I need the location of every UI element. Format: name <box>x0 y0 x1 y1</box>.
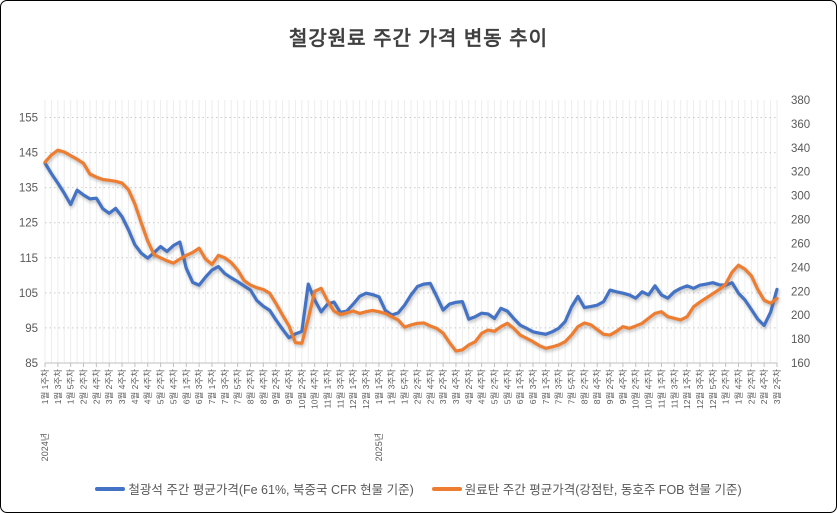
legend-entry-coking-coal: 원료탄 주간 평균가격(강점탄, 동호주 FOB 현물 기준) <box>431 479 742 498</box>
right-axis-tick-label: 220 <box>791 286 810 298</box>
x-axis-week-label: 5월 4주차 <box>168 369 178 404</box>
x-axis-week-label: 7월 3주차 <box>554 369 564 404</box>
x-axis-week-label: 4월 4주차 <box>477 369 487 404</box>
left-axis-tick-label: 115 <box>20 253 38 265</box>
x-axis-week-label: 12월 3주차 <box>695 369 705 409</box>
right-axis-tick-label: 300 <box>791 191 810 203</box>
x-axis-week-label: 6월 1주차 <box>515 369 525 404</box>
chart-legend: 철광석 주간 평균가격(Fe 61%, 북중국 CFR 현물 기준) 원료탄 주… <box>0 479 837 498</box>
coking-coal-legend-label: 원료탄 주간 평균가격(강점탄, 동호주 FOB 현물 기준) <box>464 483 742 497</box>
x-axis-week-label: 1월 4주차 <box>733 369 743 404</box>
x-axis-week-label: 9월 4주차 <box>284 369 294 404</box>
x-axis-year-label: 2024년 <box>40 433 50 461</box>
x-axis-week-label: 8월 4주차 <box>592 369 602 404</box>
x-axis-week-label: 4월 2주차 <box>130 369 140 404</box>
right-axis-tick-label: 380 <box>791 95 810 107</box>
left-axis-tick-label: 125 <box>19 218 38 230</box>
x-axis-week-label: 12월 3주차 <box>361 369 371 409</box>
x-axis-week-label: 1월 3주차 <box>387 369 397 404</box>
x-axis-week-label: 1월 5주차 <box>66 369 76 404</box>
x-axis-week-label: 10월 2주차 <box>297 369 307 409</box>
left-axis-tick-label: 95 <box>25 323 38 335</box>
x-axis-week-label: 2월 2주차 <box>746 369 756 404</box>
x-axis-week-label: 7월 1주차 <box>207 369 217 404</box>
x-axis-week-label: 5월 2주차 <box>489 369 499 404</box>
coking-coal-price-line <box>43 148 779 353</box>
price-trend-chart: 85 95 105 115 125 135 145 155 160 180 200 220 240 260… <box>19 95 810 461</box>
x-axis-week-label: 3월 2주차 <box>104 369 114 404</box>
right-axis-tick-label: 200 <box>791 310 810 322</box>
x-axis-week-label: 3월 2주차 <box>772 369 782 404</box>
x-axis-week-label: 2월 4주차 <box>425 369 435 404</box>
x-axis-week-label: 1월 1주차 <box>374 369 384 404</box>
x-axis-week-label: 1월 3주차 <box>53 369 63 404</box>
x-axis-week-label: 2월 2주차 <box>412 369 422 404</box>
iron-ore-line-swatch <box>95 486 126 491</box>
x-axis-week-label: 12월 5주차 <box>708 369 718 409</box>
x-axis-week-label: 4월 2주차 <box>464 369 474 404</box>
x-axis-week-label: 9월 2주차 <box>605 369 615 404</box>
x-axis-week-label: 6월 3주차 <box>528 369 538 404</box>
right-axis-tick-label: 180 <box>791 334 810 346</box>
x-axis-week-label: 1월 1주차 <box>40 369 50 404</box>
x-axis-week-label: 2월 4주차 <box>91 369 101 404</box>
right-axis-tick-label: 320 <box>791 167 810 179</box>
coking-coal-line-swatch <box>431 486 462 491</box>
x-axis-week-label: 9월 4주차 <box>618 369 628 404</box>
chart-title: 철강원료 주간 가격 변동 추이 <box>288 28 549 50</box>
x-axis-week-label: 6월 1주차 <box>181 369 191 404</box>
left-axis-tick-label: 85 <box>25 358 38 370</box>
left-axis-tick-label: 105 <box>19 288 38 300</box>
x-axis-week-label: 7월 1주차 <box>541 369 551 404</box>
x-axis-week-label: 2월 4주차 <box>759 369 769 404</box>
x-axis-week-label: 8월 2주차 <box>579 369 589 404</box>
x-axis-week-label: 11월 3주차 <box>669 369 679 409</box>
iron-ore-price-line <box>43 161 779 340</box>
x-axis-week-label: 7월 5주차 <box>567 369 577 404</box>
x-axis-week-label: 9월 2주차 <box>271 369 281 404</box>
x-axis-week-label: 3월 4주차 <box>451 369 461 404</box>
iron-ore-legend-label: 철광석 주간 평균가격(Fe 61%, 북중국 CFR 현물 기준) <box>128 483 414 497</box>
x-axis-week-label: 1월 2주차 <box>721 369 731 404</box>
x-axis-week-label: 6월 3주차 <box>194 369 204 404</box>
x-axis-week-label: 3월 2주차 <box>438 369 448 404</box>
x-axis-week-label: 5월 4주차 <box>502 369 512 404</box>
x-axis-week-label: 12월 1주차 <box>348 369 358 409</box>
x-axis-week-label: 8월 4주차 <box>258 369 268 404</box>
x-axis-week-label: 3월 4주차 <box>117 369 127 404</box>
left-axis-tick-label: 155 <box>19 113 38 125</box>
left-axis-tick-label: 135 <box>19 183 38 195</box>
left-axis-tick-label: 145 <box>19 148 38 160</box>
x-axis-week-label: 11월 1주차 <box>656 369 666 409</box>
legend-entry-iron-ore: 철광석 주간 평균가격(Fe 61%, 북중국 CFR 현물 기준) <box>95 479 414 498</box>
right-axis-tick-label: 360 <box>791 119 810 131</box>
right-axis-tick-label: 260 <box>791 238 810 250</box>
x-axis-week-label: 2월 2주차 <box>79 369 89 404</box>
x-axis-week-label: 12월 1주차 <box>682 369 692 409</box>
x-axis-week-label: 10월 4주차 <box>310 369 320 409</box>
x-axis-week-label: 11월 1주차 <box>323 369 333 409</box>
x-axis-week-label: 7월 5주차 <box>233 369 243 404</box>
right-axis-tick-label: 240 <box>791 262 810 274</box>
x-axis-week-label: 1월 5주차 <box>400 369 410 404</box>
x-axis-week-label: 10월 2주차 <box>631 369 641 409</box>
x-axis-week-label: 10월 4주차 <box>644 369 654 409</box>
x-axis-week-label: 11월 3주차 <box>335 369 345 409</box>
x-axis-week-label: 7월 3주차 <box>220 369 230 404</box>
right-axis-tick-label: 340 <box>791 143 810 155</box>
right-axis-tick-label: 280 <box>791 215 810 227</box>
x-axis-year-label: 2025년 <box>374 433 384 461</box>
x-axis-week-label: 4월 4주차 <box>143 369 153 404</box>
x-axis-week-label: 8월 2주차 <box>245 369 255 404</box>
x-axis-week-label: 5월 2주차 <box>156 369 166 404</box>
plot-area: 85 95 105 115 125 135 145 155 160 180 200 220 240 260… <box>19 95 810 461</box>
right-axis-tick-label: 160 <box>791 358 810 370</box>
